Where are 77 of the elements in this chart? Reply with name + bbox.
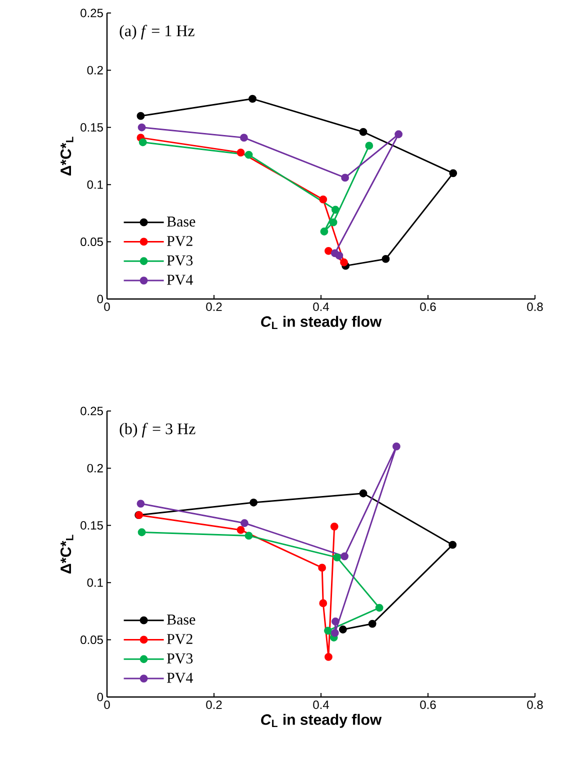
point <box>338 626 347 634</box>
point <box>136 500 145 508</box>
point <box>382 255 390 263</box>
x-tick-label: 0.8 <box>527 700 543 710</box>
point <box>324 246 332 255</box>
legend-label: PV3 <box>166 255 193 266</box>
point <box>375 604 384 612</box>
y-tick-label: 0.25 <box>80 406 103 416</box>
point <box>236 526 245 534</box>
point <box>319 599 328 608</box>
y-tick-label: 0.05 <box>80 636 103 644</box>
point <box>240 519 248 528</box>
point <box>138 138 147 146</box>
legend-label: PV4 <box>166 274 193 285</box>
point <box>244 150 253 159</box>
text: (b) f = 3 Hz <box>120 422 196 438</box>
y-tick-label: 0.2 <box>87 66 103 74</box>
x-tick-label: 0.2 <box>206 700 222 710</box>
x-tick-label: 0 <box>104 302 110 312</box>
point <box>340 258 348 266</box>
point <box>320 228 328 236</box>
point <box>138 123 146 132</box>
y-axis-title: Δ*C*$_{L}$ <box>60 136 74 176</box>
legend-label: PV3 <box>166 653 193 664</box>
point <box>341 174 350 182</box>
point <box>449 169 458 178</box>
legend-label: PV2 <box>166 236 192 246</box>
y-tick-label: 0.25 <box>80 8 103 18</box>
point <box>448 540 457 549</box>
y-tick-label: 0 <box>97 294 104 304</box>
legend-label: Base <box>166 614 196 625</box>
x-tick-label: 0.6 <box>420 700 436 710</box>
x-tick-label: 0.2 <box>206 302 222 312</box>
point <box>365 142 374 150</box>
y-axis-title: Δ*C*$_{L}$ <box>60 534 74 574</box>
point <box>329 218 338 226</box>
y-tick-label: 0.15 <box>80 123 103 132</box>
y-tick-label: 0.1 <box>87 578 103 587</box>
point <box>244 532 253 540</box>
x-axis-title: C$_{L}$ in steady flow <box>261 714 382 728</box>
y-tick-label: 0.2 <box>87 464 103 472</box>
point <box>335 252 344 260</box>
point <box>331 206 340 214</box>
x-tick-label: 0.6 <box>420 302 436 312</box>
point <box>138 528 146 536</box>
point <box>359 128 368 136</box>
y-tick-label: 0.05 <box>80 238 103 246</box>
point <box>240 134 248 142</box>
point <box>318 564 326 572</box>
point <box>236 148 245 157</box>
legend-label: Base <box>166 216 196 227</box>
point <box>324 626 332 635</box>
y-tick-label: 0.1 <box>87 180 103 189</box>
x-tick-label: 0.4 <box>313 302 329 312</box>
text: (a) f = 1 Hz <box>120 24 194 40</box>
point <box>319 196 328 204</box>
point <box>331 618 340 626</box>
y-tick-label: 0 <box>97 692 104 702</box>
point <box>392 442 400 450</box>
point <box>324 653 332 661</box>
point <box>333 553 341 562</box>
point <box>340 552 348 560</box>
point <box>250 498 258 506</box>
legend-label: PV2 <box>166 634 192 644</box>
legend-label: PV4 <box>166 672 193 683</box>
y-tick-label: 0.15 <box>80 521 103 530</box>
point <box>368 620 376 628</box>
point <box>136 112 145 120</box>
point <box>359 489 368 498</box>
point <box>330 522 338 530</box>
x-tick-label: 0 <box>104 700 110 710</box>
point <box>394 130 403 138</box>
x-axis-title: C$_{L}$ in steady flow <box>261 316 382 330</box>
x-tick-label: 0.4 <box>313 700 329 710</box>
x-tick-label: 0.8 <box>527 302 543 312</box>
point <box>330 628 339 637</box>
point <box>248 94 256 103</box>
